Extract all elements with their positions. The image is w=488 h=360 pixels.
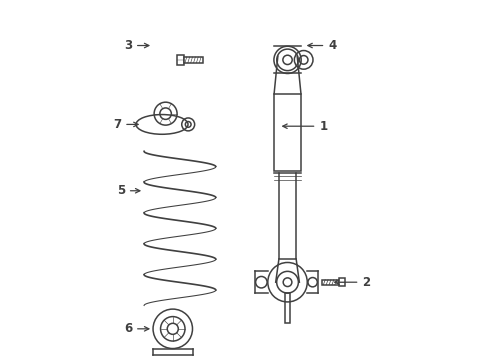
Text: 6: 6 [123, 322, 148, 335]
Text: 1: 1 [282, 120, 327, 133]
FancyBboxPatch shape [278, 173, 296, 259]
FancyBboxPatch shape [274, 94, 301, 171]
FancyBboxPatch shape [338, 278, 345, 286]
Text: 3: 3 [123, 39, 148, 52]
Text: 5: 5 [117, 184, 140, 197]
Text: 4: 4 [307, 39, 336, 52]
FancyBboxPatch shape [177, 55, 183, 64]
Text: 2: 2 [334, 276, 370, 289]
FancyBboxPatch shape [183, 57, 203, 63]
FancyBboxPatch shape [285, 293, 289, 323]
FancyBboxPatch shape [321, 280, 338, 285]
Text: 7: 7 [113, 118, 138, 131]
